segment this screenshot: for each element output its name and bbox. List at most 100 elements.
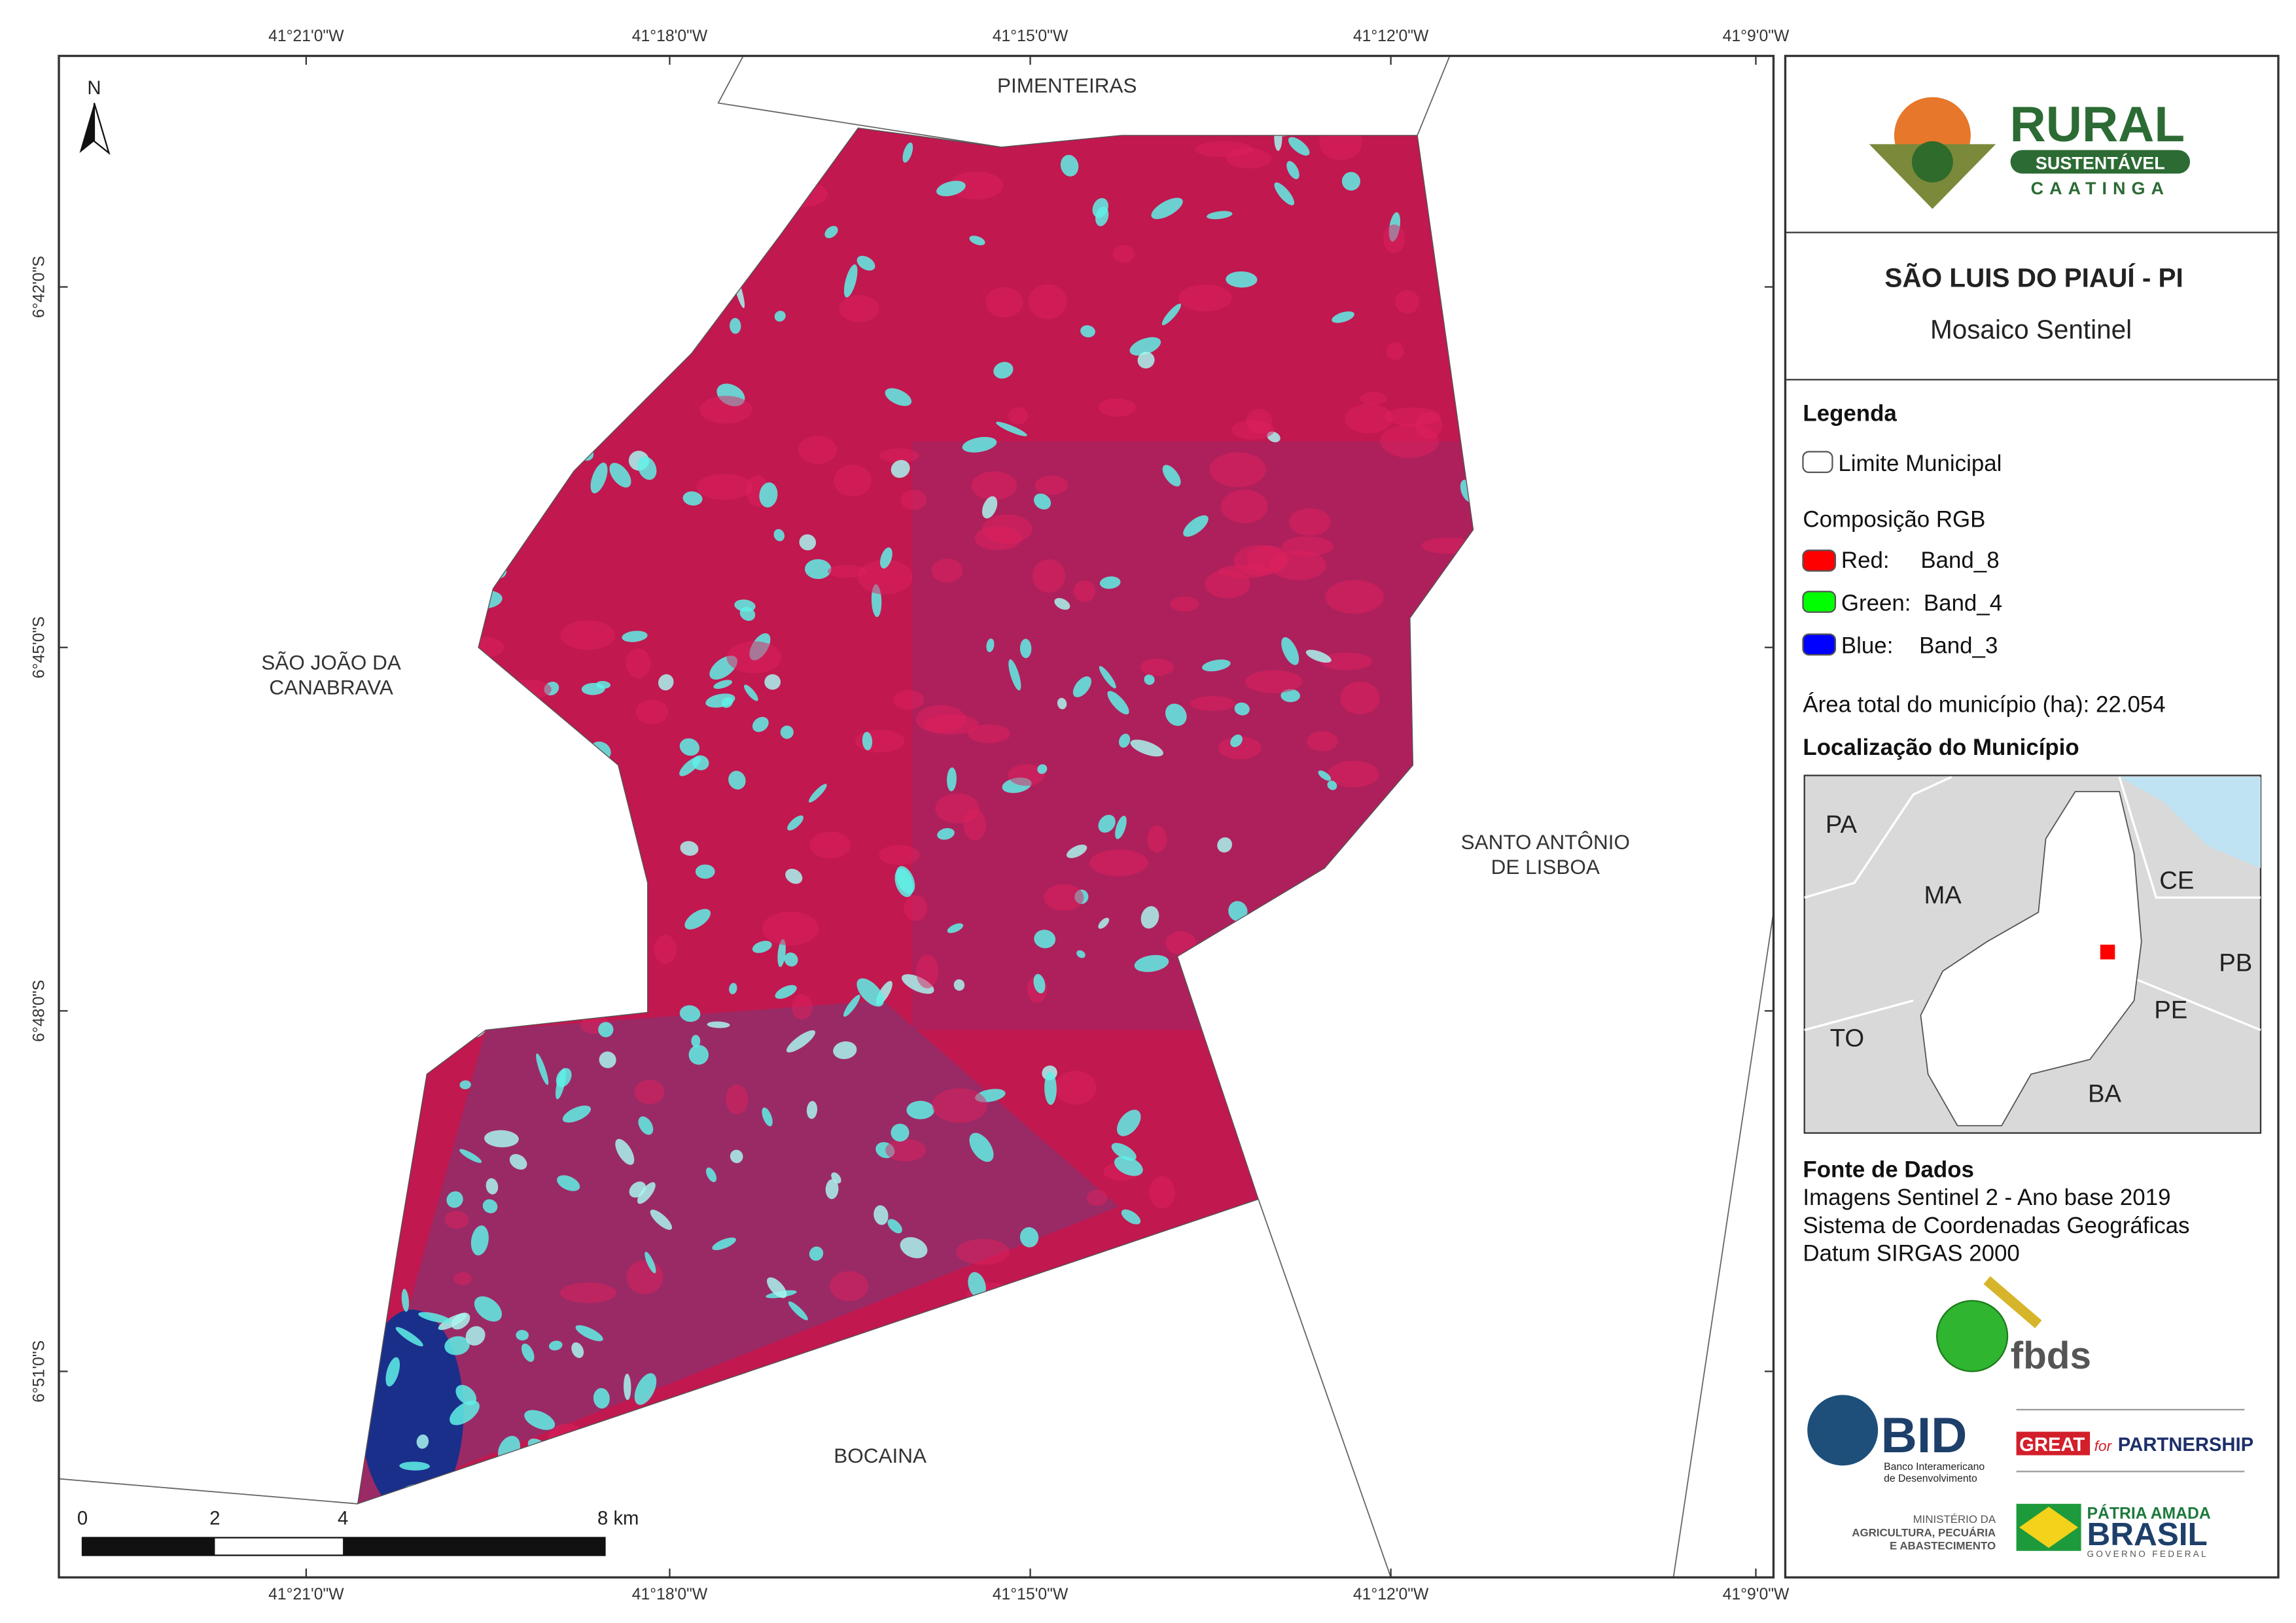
dense-vegetation xyxy=(1170,596,1199,612)
top-tick-label: 41°21'0"W xyxy=(268,27,344,45)
vegetation-patch xyxy=(780,725,794,739)
brasil-text: GOVERNO FEDERAL xyxy=(2087,1549,2208,1559)
dense-vegetation xyxy=(560,620,615,650)
vegetation-patch xyxy=(728,771,746,790)
vegetation-patch xyxy=(887,1219,902,1234)
bid-text: BID xyxy=(1881,1408,1968,1463)
top-tick-label: 41°12'0"W xyxy=(1353,27,1429,45)
dense-vegetation xyxy=(1221,489,1268,523)
dense-vegetation xyxy=(1328,761,1379,788)
vegetation-patch xyxy=(1288,137,1310,156)
dense-vegetation xyxy=(762,911,819,946)
vegetation-patch xyxy=(679,738,700,756)
fbds-circle xyxy=(1936,1300,2009,1372)
sources-line: Sistema de Coordenadas Geográficas xyxy=(1803,1213,2189,1238)
inset-state-label: PB xyxy=(2219,949,2252,977)
vegetation-patch xyxy=(680,841,699,856)
legend-label: Limite Municipal xyxy=(1838,451,2002,476)
dense-vegetation xyxy=(1190,696,1235,711)
dense-vegetation xyxy=(626,1260,663,1295)
bid-emblem xyxy=(1807,1395,1879,1466)
vegetation-patch xyxy=(1098,814,1116,833)
vegetation-patch xyxy=(880,547,892,569)
vegetation-patch xyxy=(637,456,657,480)
dense-vegetation xyxy=(949,171,1004,200)
vegetation-patch xyxy=(799,534,817,551)
vegetation-patch xyxy=(804,559,832,580)
vegetation-patch xyxy=(787,815,804,831)
legend-band: Band_3 xyxy=(1919,633,1998,659)
vegetation-patch xyxy=(637,1182,656,1204)
vegetation-patch xyxy=(902,974,934,994)
inset-border xyxy=(1804,776,1952,899)
vegetation-patch xyxy=(1280,689,1301,703)
dense-vegetation xyxy=(885,1139,927,1162)
dense-vegetation xyxy=(559,1282,617,1303)
vegetation-patch xyxy=(986,638,995,652)
municipal-boundary xyxy=(357,127,1474,1505)
sources-title: Fonte de Dados xyxy=(1803,1157,1973,1182)
dense-vegetation xyxy=(1165,931,1196,955)
vegetation-patch xyxy=(1274,182,1295,205)
boundary-line xyxy=(1672,912,1774,1578)
vegetation-patch xyxy=(450,1401,480,1425)
vegetation-patch xyxy=(1281,637,1299,665)
vegetation-patch xyxy=(1217,837,1233,853)
vegetation-patch xyxy=(1107,691,1129,715)
vegetation-patch xyxy=(767,1277,787,1299)
inset-state-label: PA xyxy=(1826,811,1858,839)
vegetation-patch xyxy=(993,362,1014,379)
legend-swatch-blue xyxy=(1802,633,1837,656)
dense-vegetation xyxy=(1044,884,1084,911)
vegetation-patch xyxy=(1119,733,1131,748)
vegetation-patch xyxy=(900,1237,928,1259)
vegetation-patch xyxy=(707,1021,730,1028)
vegetation-patch xyxy=(1305,650,1332,663)
inset-state-label: MA xyxy=(1924,881,1962,909)
vegetation-patch xyxy=(470,1225,489,1256)
dense-vegetation xyxy=(1028,284,1067,319)
logo-ribbon xyxy=(2010,150,2191,174)
map-title: SÃO LUIS DO PIAUÍ - PI xyxy=(1884,263,2183,293)
fbds-logo: fbds xyxy=(1936,1276,2091,1377)
vegetation-patch xyxy=(1318,770,1332,781)
legend-swatch-green xyxy=(1802,591,1837,613)
logo-main: RURAL xyxy=(2010,97,2185,152)
fbds-bar xyxy=(1983,1276,2042,1329)
vegetation-patch xyxy=(712,1237,736,1251)
dense-vegetation xyxy=(1245,670,1303,693)
dense-vegetation xyxy=(1112,245,1135,263)
north-arrow: N xyxy=(79,78,111,156)
dense-vegetation xyxy=(827,565,866,578)
vegetation-patch xyxy=(486,1178,499,1195)
vegetation-patch xyxy=(1076,950,1086,958)
vegetation-patch xyxy=(1099,576,1121,589)
vegetation-patch xyxy=(484,1130,519,1147)
vegetation-patch xyxy=(1140,906,1159,929)
vegetation-patch xyxy=(536,1053,549,1085)
inset-piaui xyxy=(1920,791,2142,1126)
vegetation-patch xyxy=(459,1080,471,1090)
vegetation-patch xyxy=(1080,325,1095,338)
brasil-diamond xyxy=(2019,1507,2079,1548)
scale-bar-segment xyxy=(82,1537,215,1556)
vegetation-patch xyxy=(650,1210,673,1230)
dense-vegetation xyxy=(1345,404,1393,434)
vegetation-patch xyxy=(1044,1072,1057,1105)
dense-vegetation xyxy=(699,396,752,424)
vegetation-patch xyxy=(524,1410,556,1430)
vegetation-patch xyxy=(1098,917,1110,929)
vegetation-patch xyxy=(906,1100,935,1119)
dense-vegetation xyxy=(1395,290,1420,314)
vegetation-patch xyxy=(808,784,827,803)
tick-marks xyxy=(59,56,1774,1578)
vegetation-patch xyxy=(465,1326,486,1346)
vegetation-patch xyxy=(730,1149,743,1163)
top-tick-label: 41°15'0"W xyxy=(993,27,1069,45)
dense-vegetation xyxy=(1194,141,1254,158)
inset-border xyxy=(1804,999,1914,1032)
vegetation-patch xyxy=(1111,1143,1137,1161)
dense-vegetation xyxy=(1032,559,1066,593)
dense-vegetation xyxy=(956,1238,1010,1265)
